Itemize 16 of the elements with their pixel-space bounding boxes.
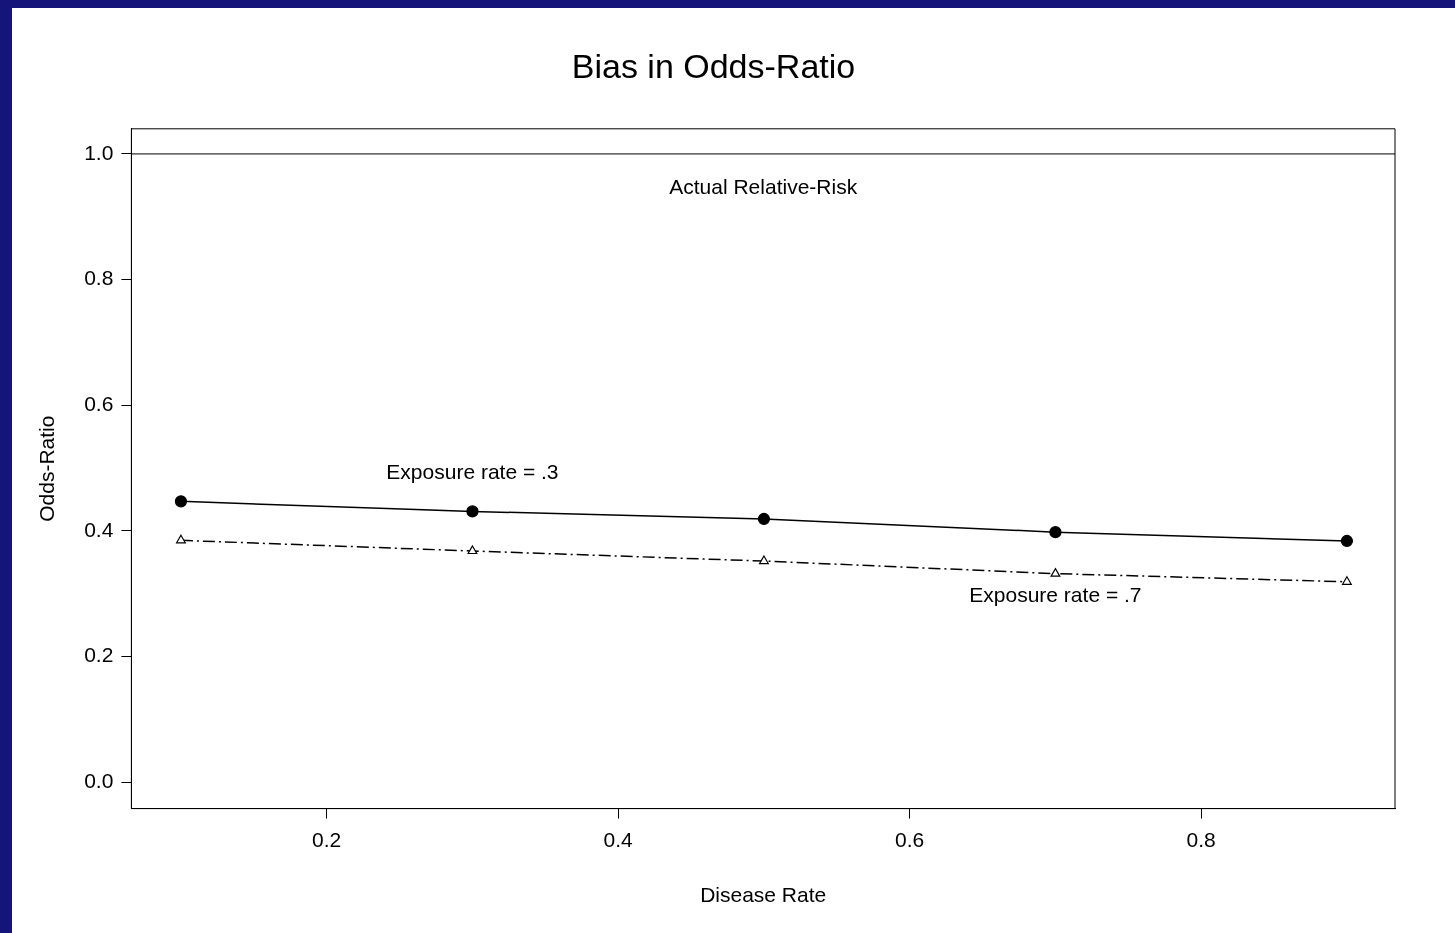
y-tick-label: 0.2: [84, 643, 114, 667]
y-tick-label: 0.4: [84, 517, 114, 541]
x-tick-label: 0.4: [603, 828, 634, 851]
x-axis-title: Disease Rate: [700, 883, 827, 907]
ref-line-label: Actual Relative-Risk: [669, 175, 858, 199]
y-tick-label: 0.6: [84, 392, 114, 416]
y-tick-label: 0.8: [84, 266, 114, 290]
x-tick-label: 0.8: [1186, 828, 1216, 851]
y-axis-title: Odds-Ratio: [35, 415, 59, 522]
x-tick-label: 0.2: [312, 828, 342, 851]
x-tick-label: 0.6: [895, 828, 925, 851]
y-tick-label: 0.0: [84, 769, 114, 793]
y-tick-label: 1.0: [84, 140, 114, 164]
chart-title: Bias in Odds-Ratio: [571, 46, 856, 85]
series-label: Exposure rate = .3: [386, 459, 559, 483]
series-label: Exposure rate = .7: [969, 582, 1142, 606]
